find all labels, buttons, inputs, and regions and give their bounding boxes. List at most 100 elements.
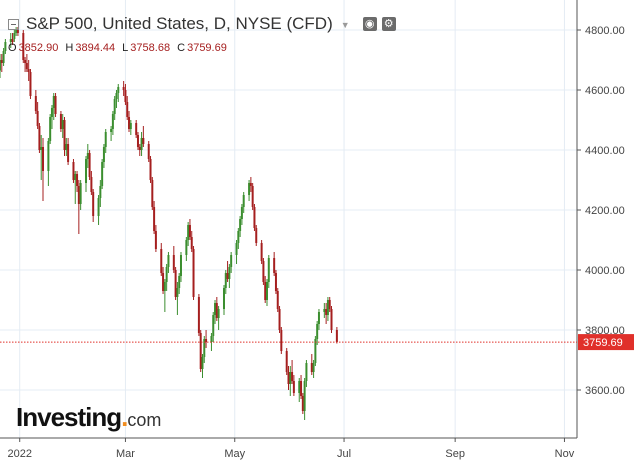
high-value: 3894.44 [75,42,116,54]
candle-body [126,102,129,117]
candle-body [335,330,338,342]
candle-body [79,183,82,204]
collapse-icon[interactable] [8,18,19,30]
x-tick-label: May [224,448,245,460]
candle-body [124,90,127,102]
y-tick-label: 4800.00 [585,25,625,37]
candle-body [142,138,145,144]
candle-body [140,138,143,150]
candle-body [86,153,89,159]
candle-body [317,312,320,324]
candle-body [174,270,177,297]
last-price-tag [578,334,634,351]
candle-body [274,273,277,291]
candle-body [248,183,251,195]
candle-body [240,207,243,219]
candle-body [110,129,113,132]
candle-body [239,219,242,231]
candle-body [249,183,252,186]
candle-body [228,267,231,279]
gear-icon[interactable]: ⚙ [381,17,396,31]
candle-body [54,96,57,114]
low-value: 3758.68 [130,42,171,54]
candle-body [29,72,32,96]
candle-body [85,159,88,183]
candle-body [178,276,181,288]
candle-body [4,42,7,51]
last-price-label: 3759.69 [583,337,623,349]
candle-body [215,303,218,318]
candle-body [310,363,313,372]
candle-body [9,39,12,42]
candle-body [59,114,62,129]
candle-body [160,249,163,273]
candle-body [22,33,25,60]
candle-body [38,126,41,150]
candle-body [111,114,114,129]
candle-body [291,372,294,381]
x-tick-label: Nov [555,448,575,460]
close-label: C [177,42,186,54]
candle-body [226,273,229,279]
candle-body [201,357,204,369]
caret-down-icon[interactable]: ▼ [340,20,350,30]
candle-body [101,162,104,186]
candle-body [265,282,268,300]
candle-body [251,186,254,207]
candle-body [128,117,131,129]
candle-body [197,297,200,333]
candle-body [300,381,303,396]
eye-icon[interactable]: ◉ [362,17,377,31]
candle-body [305,363,308,381]
investing-logo: Investing.com [16,402,162,432]
candle-body [47,141,50,171]
candle-body [314,339,317,363]
candle-body [99,186,102,198]
candle-body [50,108,53,117]
candle-body [97,198,100,216]
candle-body [149,159,152,180]
candle-body [242,195,245,207]
candle-body [323,309,326,312]
candle-body [292,381,295,393]
candle-body [162,273,165,291]
candle-body [36,111,39,126]
candle-body [316,324,319,339]
candle-body [230,255,233,267]
candle-body [52,96,55,108]
low-label: L [122,42,129,54]
candle-body [16,30,19,33]
open-value: 3852.90 [18,42,59,54]
candle-body [214,303,217,315]
candle-body [280,330,283,351]
candle-body [212,315,215,336]
candle-body [303,381,306,411]
candle-body [326,300,329,315]
x-tick-label: Mar [116,448,135,460]
candle-body [325,309,328,315]
candle-body [163,282,166,291]
candle-body [298,381,301,393]
candle-body [190,237,193,249]
candle-body [92,192,95,216]
candle-body [0,60,3,63]
candle-body [129,123,132,129]
candle-body [267,258,270,282]
candle-body [2,51,5,63]
candle-body [285,351,288,372]
candle-body [222,288,225,309]
high-label: H [65,42,74,54]
candle-body [90,177,93,192]
candle-body [255,228,258,243]
candle-body [27,69,30,72]
x-tick-label: Jul [337,448,351,460]
candle-body [104,132,107,147]
candle-body [40,147,43,150]
y-tick-label: 4200.00 [585,205,625,217]
candle-body [312,363,315,372]
candle-body [25,63,28,69]
x-tick-label: Sep [445,448,465,460]
